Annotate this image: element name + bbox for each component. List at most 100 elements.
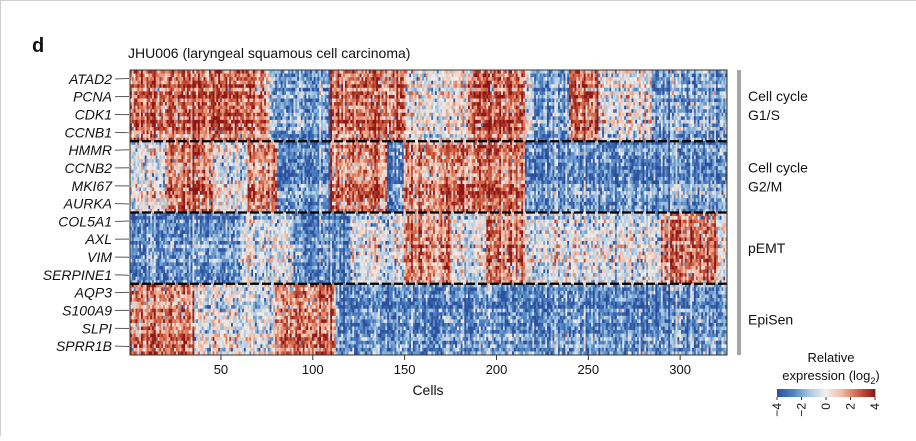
heatmap-cell — [161, 137, 164, 142]
heatmap-cell — [159, 91, 162, 96]
heatmap-cell — [466, 119, 469, 124]
heatmap-cell — [231, 94, 234, 99]
heatmap-cell — [130, 98, 133, 103]
heatmap-cell — [355, 119, 359, 124]
heatmap-cell — [405, 137, 408, 142]
heatmap-cell — [423, 91, 427, 96]
heatmap-cell — [161, 105, 164, 110]
heatmap-cell — [186, 137, 190, 142]
heatmap-cell — [287, 87, 291, 92]
heatmap-cell — [433, 73, 436, 78]
heatmap-cell — [251, 102, 254, 106]
heatmap-cell — [161, 77, 164, 82]
heatmap-cell — [212, 119, 215, 124]
heatmap-cell — [321, 70, 324, 74]
heatmap-cell — [223, 105, 226, 110]
heatmap-cell — [407, 119, 410, 124]
heatmap-cell — [333, 98, 337, 103]
heatmap-cell — [273, 119, 276, 124]
heatmap-cell — [223, 130, 226, 135]
heatmap-cell — [218, 127, 221, 131]
heatmap-cell — [157, 87, 160, 92]
heatmap-cell — [392, 87, 395, 92]
heatmap-cell — [304, 137, 307, 142]
heatmap-cell — [409, 87, 412, 92]
heatmap-cell — [212, 109, 215, 114]
heatmap-cell — [313, 87, 316, 92]
heatmap-cell — [282, 116, 285, 121]
heatmap-cell — [398, 98, 401, 103]
heatmap-cell — [267, 70, 270, 74]
heatmap-cell — [247, 94, 250, 99]
heatmap-cell — [144, 91, 147, 96]
heatmap-cell — [357, 87, 360, 92]
heatmap-cell — [212, 102, 215, 106]
heatmap-cell — [207, 102, 210, 106]
heatmap-cell — [216, 77, 219, 82]
heatmap-cell — [142, 137, 146, 142]
heatmap-cell — [431, 112, 434, 117]
heatmap-cell — [197, 134, 201, 139]
heatmap-cell — [313, 91, 316, 96]
heatmap-cell — [286, 77, 289, 82]
heatmap-cell — [310, 105, 313, 110]
heatmap-cell — [179, 98, 182, 103]
heatmap-cell — [368, 130, 371, 135]
heatmap-cell — [284, 119, 287, 124]
heatmap-cell — [234, 84, 237, 89]
heatmap-cell — [289, 70, 292, 74]
heatmap-cell — [346, 77, 349, 82]
heatmap-cell — [245, 70, 248, 74]
heatmap-cell — [280, 84, 283, 89]
heatmap-cell — [240, 73, 243, 78]
heatmap-cell — [416, 127, 419, 131]
heatmap-cell — [289, 127, 292, 131]
heatmap-cell — [344, 70, 348, 74]
heatmap-cell — [212, 94, 215, 99]
heatmap-cell — [368, 105, 371, 110]
heatmap-cell — [365, 127, 368, 131]
heatmap-cell — [418, 119, 421, 124]
heatmap-cell — [280, 98, 283, 103]
heatmap-cell — [163, 112, 166, 117]
heatmap-cell — [214, 70, 217, 74]
heatmap-cell — [403, 87, 406, 92]
heatmap-cell — [300, 87, 304, 92]
heatmap-cell — [442, 80, 445, 85]
heatmap-cell — [445, 73, 449, 78]
heatmap-cell — [440, 105, 443, 110]
heatmap-cell — [130, 80, 133, 85]
heatmap-cell — [453, 137, 456, 142]
heatmap-cell — [416, 98, 419, 103]
heatmap-cell — [398, 137, 401, 142]
heatmap-cell — [434, 80, 438, 85]
heatmap-cell — [146, 119, 149, 124]
heatmap-cell — [249, 94, 252, 99]
heatmap-cell — [392, 84, 395, 89]
heatmap-cell — [148, 73, 151, 78]
heatmap-cell — [458, 109, 461, 114]
heatmap-cell — [135, 116, 138, 121]
heatmap-cell — [179, 70, 182, 74]
heatmap-cell — [207, 109, 210, 114]
heatmap-cell — [442, 105, 445, 110]
heatmap-cell — [264, 116, 267, 121]
heatmap-cell — [164, 80, 168, 85]
heatmap-cell — [269, 77, 272, 82]
heatmap-cell — [341, 119, 344, 124]
heatmap-cell — [343, 116, 346, 121]
heatmap-cell — [245, 116, 248, 121]
heatmap-cell — [357, 105, 360, 110]
heatmap-cell — [276, 109, 280, 114]
heatmap-cell — [429, 98, 432, 103]
heatmap-cell — [310, 123, 313, 128]
heatmap-cell — [212, 91, 215, 96]
heatmap-cell — [295, 116, 298, 121]
heatmap-cell — [280, 134, 283, 139]
heatmap-cell — [350, 84, 353, 89]
heatmap-cell — [291, 87, 294, 92]
heatmap-cell — [177, 134, 180, 139]
heatmap-cell — [407, 87, 410, 92]
heatmap-cell — [363, 127, 366, 131]
heatmap-cell — [199, 73, 202, 78]
